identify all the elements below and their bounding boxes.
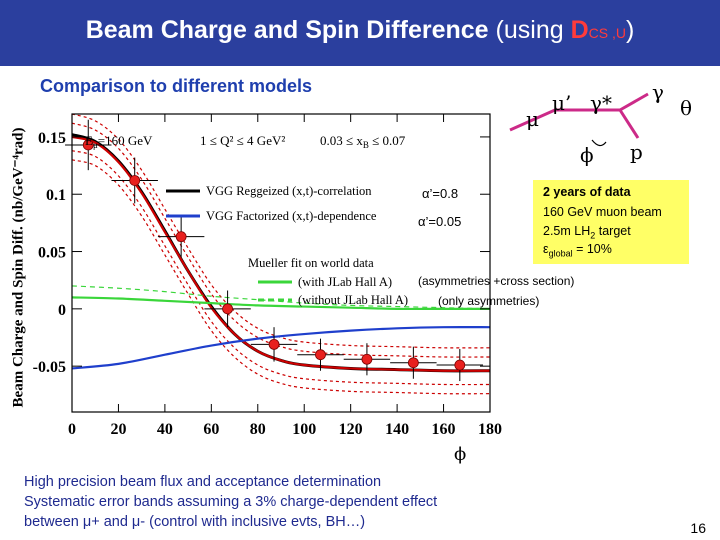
title-suffix: (using [495,16,564,44]
page-number: 16 [690,520,706,536]
data-point-6 [361,353,373,365]
diagram-real-photon-line [619,92,649,112]
alpha-08-label: α’=0.8 [422,186,459,201]
legend-label-4: (without JLab Hall A) [298,293,408,307]
x-axis-label: ϕ [454,444,467,465]
slide-title: Beam Charge and Spin Difference (using D… [0,16,720,45]
info-line-2: 160 GeV muon beam [543,205,662,219]
data-point-8 [454,359,466,371]
x-tick-label-3: 60 [203,421,219,438]
y-tick-label-3: 0.1 [46,187,66,204]
kin-q2: 1 ≤ Q² ≤ 4 GeV² [200,133,285,148]
kin-xb-text: 0.03 ≤ x [320,133,363,148]
x-tick-label-2: 40 [157,421,173,438]
kin-emu-e: E [85,133,93,148]
diagram-muon-line [509,108,556,132]
info-line-4-tail: = 10% [572,242,612,256]
data-point-7 [407,357,419,369]
title-close: ) [625,16,635,44]
chart: 0 20 40 60 80 100 120 140 160 180 -0.05 0 0.05 0.1 0.1… [33,113,502,438]
plot-frame [71,113,491,413]
info-box [533,180,689,264]
info-line-4-eps: ε [543,242,549,256]
slide-subtitle: Comparison to different models [40,76,313,96]
kin-emu-sub: μ [93,140,98,150]
info-line-3: 2.5m LH2 target [543,224,631,241]
title-dcs-sub: CS ,U [588,25,626,41]
diagram-gamma-star: γ* [590,91,612,115]
series-line-7 [71,296,490,311]
data-point-2 [175,231,187,243]
title-main: Beam Charge and Spin Difference [85,16,489,44]
x-tick-label-6: 120 [339,421,363,438]
kin-xb-sub: B [363,140,369,150]
legend-label-1: VGG Factorized (x,t)-dependence [206,209,377,223]
info-line-4-sub: global [548,248,573,259]
kin-emu-val: =160 GeV [98,133,153,148]
kin-emu: Eμ=160 GeV [85,133,153,150]
x-tick-label-5: 100 [292,421,316,438]
diagram-mu-prime: μ’ [552,91,572,115]
diagram-proton: p [630,140,643,164]
legend: VGG Reggeized (x,t)-correlation VGG Facto… [166,184,408,307]
footnote-3: between μ+ and μ- (control with inclusiv… [24,514,366,530]
x-tick-label-9: 180 [478,421,502,438]
data-point-5 [315,349,326,361]
kin-xb-tail: ≤ 0.07 [369,133,406,148]
y-tick-label-1: 0 [58,302,66,319]
series-line-1 [71,135,491,372]
diagram-mu: μ [526,107,539,131]
legend-label-2: Mueller fit on world data [248,256,374,270]
data-point-3 [222,303,233,315]
diagram-theta: θ [680,96,693,120]
legend-label-0: VGG Reggeized (x,t)-correlation [206,184,372,198]
footnote-1: High precision beam flux and acceptance … [24,474,382,490]
legend-label-3: (with JLab Hall A) [298,275,392,289]
title-bar [0,0,720,66]
kin-xb: 0.03 ≤ xB ≤ 0.07 [320,133,406,150]
kinematics-diagram [509,92,649,147]
x-tick-label-1: 20 [110,421,126,438]
footnote-2: Systematic error bands assuming a 3% cha… [24,494,438,510]
frame-layer: 0 20 40 60 80 100 120 140 160 180 -0.05 0 0.05 0.1 0.1… [33,113,502,438]
diagram-proton-line [618,109,640,139]
alpha-005-label: α’=0.05 [418,214,462,229]
data-point-0 [82,139,94,151]
plot-layer [65,113,491,395]
info-line-4: εglobal = 10% [543,242,612,259]
info-line-3-sub: 2 [590,230,596,241]
x-tick-label-7: 140 [385,421,409,438]
data-point-4 [268,338,280,350]
y-tick-label-2: 0.05 [38,245,66,262]
diagram-gamma: γ [652,80,664,104]
x-tick-label-0: 0 [68,421,76,438]
y-tick-label-0: -0.05 [33,359,66,376]
diagram-phi: ϕ [580,143,594,167]
series-line-6 [71,326,491,370]
asym-only-label: (only asymmetries) [438,294,540,308]
info-line-1: 2 years of data [543,185,631,199]
title-dcs: D [570,16,589,44]
x-tick-label-8: 160 [432,421,456,438]
series-line-4 [71,113,491,349]
x-tick-label-4: 80 [250,421,266,438]
asym-cross-label: (asymmetries +cross section) [418,274,575,288]
y-tick-label-4: 0.15 [38,130,66,147]
data-point-1 [129,175,141,186]
info-line-3-text: 2.5m LH [543,224,591,238]
info-line-3-tail: target [595,224,631,238]
diagram-phi-arrow [591,139,607,147]
